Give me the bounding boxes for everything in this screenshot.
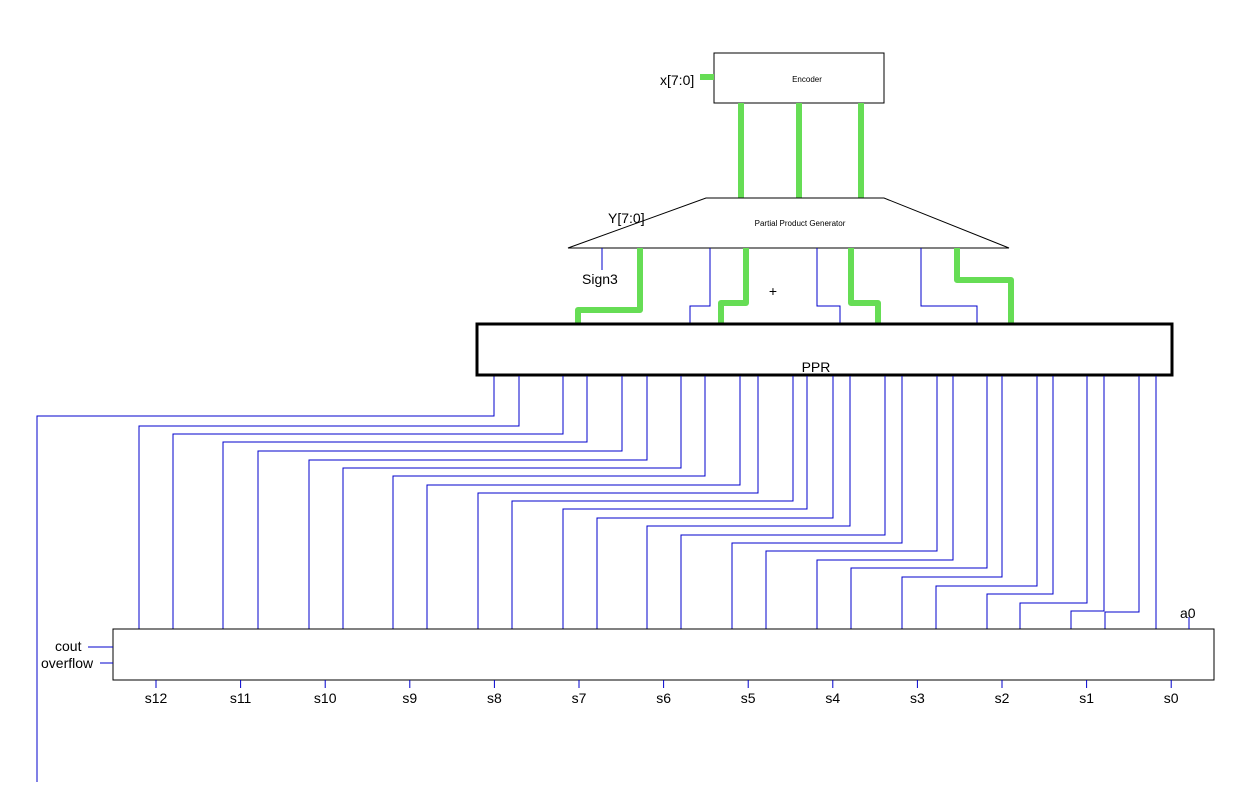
ppr-adder-wire-20 [935,376,1038,629]
pp-wire-1 [689,248,711,324]
sum-output-label-s3: s3 [910,690,925,706]
ppr-adder-wire-14 [680,376,886,629]
sum-output-label-s1: s1 [1079,690,1094,706]
ppr-adder-wire-6 [342,376,682,629]
pp-bus-2 [718,248,749,324]
generator-label: Partial Product Generator [755,219,846,228]
feedback-wire [36,376,495,782]
ppr-adder-wire-15 [731,376,903,629]
ppr-adder-wire-4 [257,376,623,629]
pp-bus-1 [575,248,643,324]
ppr-adder-wire-1 [138,376,520,629]
plus-marker: + [769,283,777,299]
ppr-adder-wire-21 [986,376,1054,629]
ppr-to-adder-wires [138,376,1157,629]
sum-output-label-s8: s8 [487,690,502,706]
encoder-label: Encoder [792,75,822,84]
sum-output-label-s0: s0 [1164,690,1179,706]
sum-output-label-s4: s4 [825,690,840,706]
carry-in-label: a0 [1180,605,1196,621]
overflow-label: overflow [41,655,94,671]
pp-bus-4 [954,248,1014,324]
pp-wire-3 [920,248,978,324]
ppr-adder-wire-9 [477,376,759,629]
ppr-adder-wire-5 [308,376,648,629]
ppr-adder-wire-13 [646,376,851,629]
sum-output-label-s2: s2 [995,690,1010,706]
ppr-adder-wire-11 [562,376,808,629]
partial-product-generator [567,197,1010,249]
ppr-adder-wire-24 [1104,376,1140,629]
sum-output-label-s6: s6 [656,690,671,706]
sum-output-labels: s12 s11 s10 s9 s8 s7 s6 s5 s4 s3 s2 s1 s0 [145,680,1179,706]
sum-output-label-s10: s10 [314,690,337,706]
x-input-label: x[7:0] [660,72,694,88]
ppr-adder-wire-17 [816,376,954,629]
ppr-adder-wire-12 [596,376,834,629]
ppr-adder-wire-8 [426,376,741,629]
sum-output-label-s5: s5 [741,690,756,706]
ppr-adder-wire-2 [172,376,564,629]
ppr-adder-wire-18 [850,376,988,629]
sum-output-label-s12: s12 [145,690,168,706]
ppr-block [475,322,1174,377]
y-input-label: Y[7:0] [608,210,645,226]
pp-wire-2 [816,248,841,324]
final-adder-block [112,628,1215,681]
pp-bus-3 [848,248,881,324]
sum-output-label-s11: s11 [230,690,252,706]
sum-output-label-s9: s9 [402,690,417,706]
ppr-adder-wire-16 [765,376,938,629]
ppr-adder-wire-23 [1070,376,1105,629]
sign3-label: Sign3 [582,271,618,287]
ppr-adder-wire-19 [901,376,1003,629]
encoder-block [713,52,885,104]
ppr-adder-wire-22 [1019,376,1088,629]
cout-label: cout [55,638,82,654]
sum-output-label-s7: s7 [572,690,587,706]
ppr-label: PPR [802,359,831,375]
ppr-adder-wire-7 [392,376,706,629]
ppr-adder-wire-3 [222,376,588,629]
ppr-adder-wire-10 [511,376,794,629]
